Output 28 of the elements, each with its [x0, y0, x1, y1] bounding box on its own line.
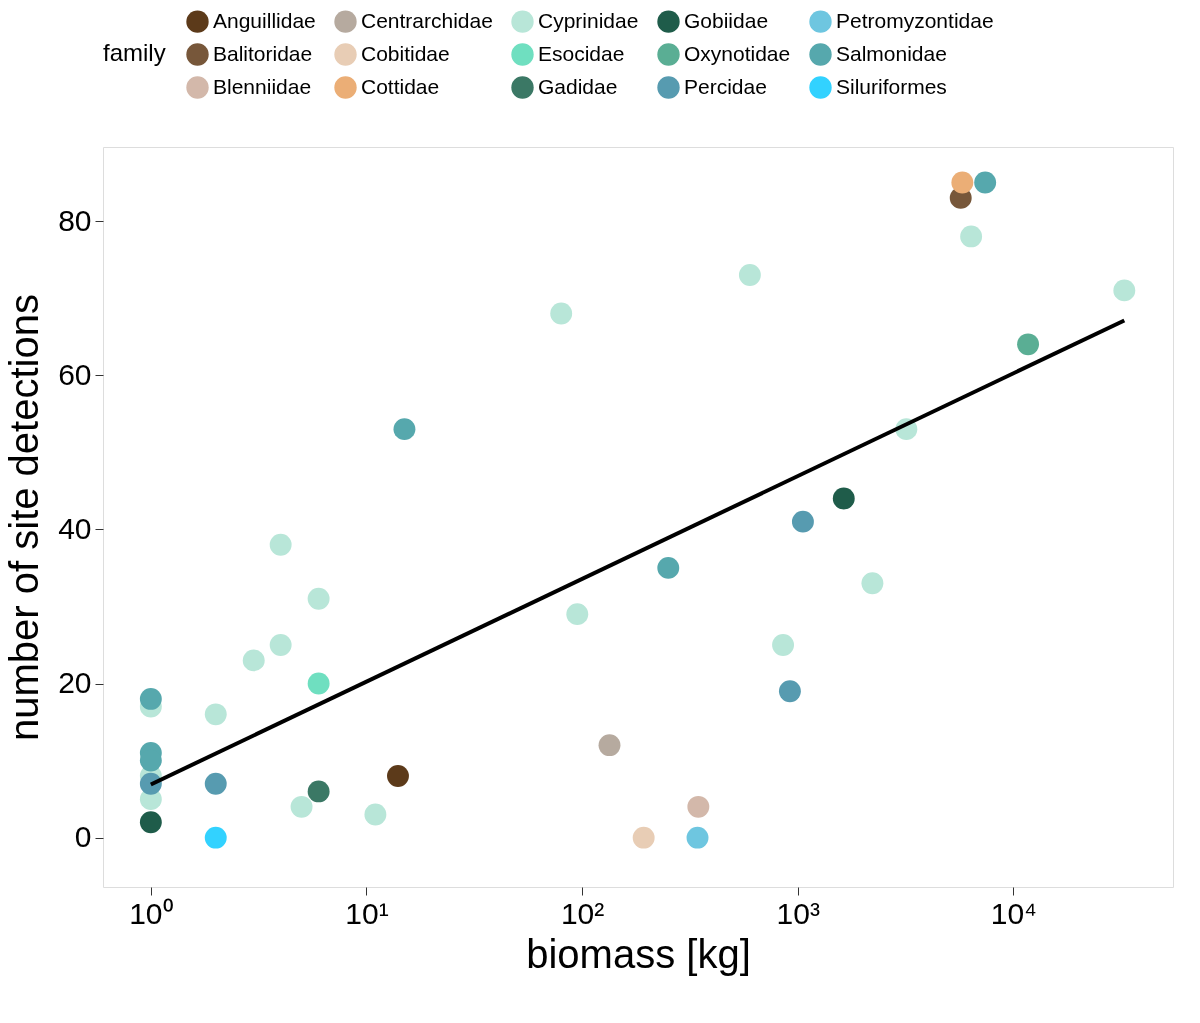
y-tick-label: 80: [58, 203, 92, 237]
y-tick-label: 40: [58, 511, 92, 545]
x-tick-label: 10²: [560, 896, 605, 930]
y-axis-title: number of site detections: [2, 294, 47, 741]
legend-label: Cyprinidae: [538, 8, 639, 32]
legend-label: Cobitidae: [361, 41, 450, 65]
x-tick-label: 10¹: [345, 896, 389, 930]
x-tick-label: 10⁰: [129, 896, 174, 930]
y-tick-label: 0: [74, 820, 92, 854]
y-tick-label: 20: [58, 666, 92, 699]
legend-label: Esocidae: [538, 41, 625, 65]
legend-label: Salmonidae: [836, 41, 947, 65]
legend-label: Gadidae: [538, 74, 618, 98]
legend-label: Balitoridae: [213, 41, 313, 65]
legend-label: Siluriformes: [836, 74, 947, 98]
legend-label: Oxynotidae: [684, 41, 791, 65]
legend-label: Cottidae: [361, 74, 440, 98]
legend-label: Percidae: [684, 74, 767, 98]
legend-title: family: [103, 39, 166, 66]
legend-label: Centrarchidae: [361, 8, 493, 32]
legend-label: Petromyzontidae: [836, 8, 994, 32]
legend-label: Gobiidae: [684, 8, 769, 32]
x-tick-label: 10⁴: [990, 896, 1037, 930]
y-tick-label: 60: [58, 357, 92, 391]
x-tick-label: 10³: [776, 896, 820, 930]
legend-label: Blenniidae: [213, 74, 312, 98]
x-axis-title: biomass [kg]: [526, 931, 751, 976]
legend-label: Anguillidae: [213, 8, 316, 32]
